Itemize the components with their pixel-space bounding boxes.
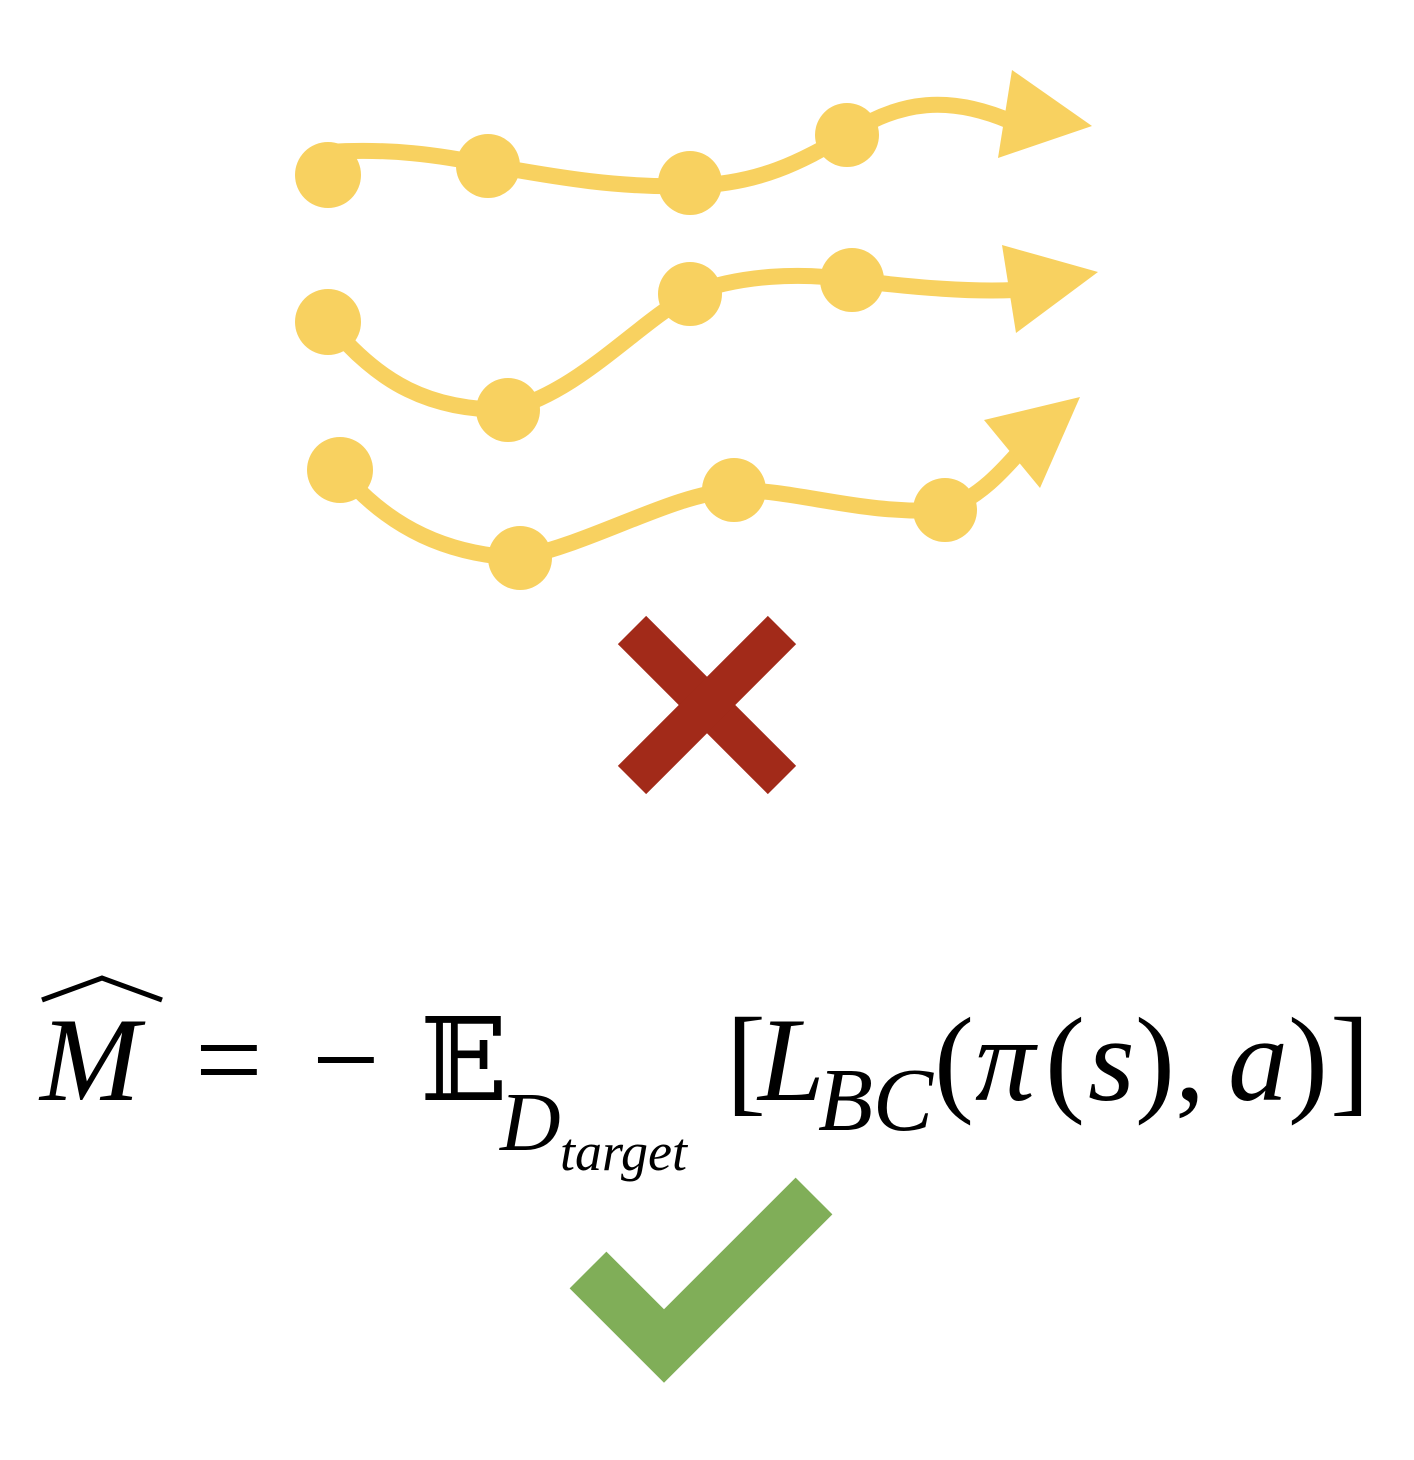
formula-policy-symbol: π: [975, 993, 1038, 1126]
trajectory-3-point-4: [913, 478, 977, 542]
trajectory-3-point-2: [488, 526, 552, 590]
check-icon: [569, 1177, 833, 1383]
formula-comma: ,: [1175, 993, 1205, 1126]
trajectory-1-point-1: [295, 142, 361, 208]
trajectory-1: [295, 70, 1092, 215]
trajectory-3-arrowhead: [984, 397, 1080, 488]
formula: M = − 𝔼 D target [ L BC ( π ( s ) , a ) …: [38, 975, 1370, 1182]
trajectory-3: [307, 397, 1080, 590]
trajectory-3-point-3: [702, 458, 766, 522]
formula-dataset-symbol: D: [499, 1076, 561, 1169]
formula-action-symbol: a: [1228, 993, 1288, 1126]
cross-stroke-2: [617, 615, 797, 795]
formula-minus: −: [312, 993, 380, 1126]
formula-state-open: (: [1045, 993, 1085, 1126]
formula-open-paren: (: [934, 993, 974, 1126]
trajectory-1-point-3: [658, 151, 722, 215]
formula-close-bracket: ]: [1330, 993, 1370, 1126]
trajectory-3-point-1: [307, 437, 373, 503]
formula-expectation-symbol: 𝔼: [420, 998, 508, 1125]
check-stroke: [569, 1177, 833, 1383]
trajectory-2-arrowhead: [1002, 245, 1098, 333]
formula-loss-subscript: BC: [818, 1051, 934, 1150]
formula-state-symbol: s: [1088, 993, 1135, 1126]
formula-loss-symbol: L: [756, 993, 825, 1126]
trajectory-2-point-1: [295, 289, 361, 355]
formula-state-close: ): [1135, 993, 1175, 1126]
trajectory-arrows-icon: [295, 70, 1098, 590]
trajectory-1-arrowhead: [998, 70, 1092, 158]
formula-close-paren: ): [1288, 993, 1328, 1126]
trajectory-2-point-2: [476, 378, 540, 442]
formula-lhs-symbol: M: [38, 993, 146, 1126]
trajectory-2: [295, 245, 1098, 442]
trajectory-2-point-4: [820, 248, 884, 312]
trajectory-1-point-4: [815, 103, 879, 167]
formula-equals: =: [195, 993, 263, 1126]
formula-dataset-subscript: target: [560, 1122, 689, 1182]
hat-accent: [41, 975, 163, 1003]
trajectory-1-point-2: [456, 134, 520, 198]
trajectory-2-point-3: [658, 262, 722, 326]
formula-open-bracket: [: [726, 993, 766, 1126]
cross-icon: [617, 615, 797, 795]
